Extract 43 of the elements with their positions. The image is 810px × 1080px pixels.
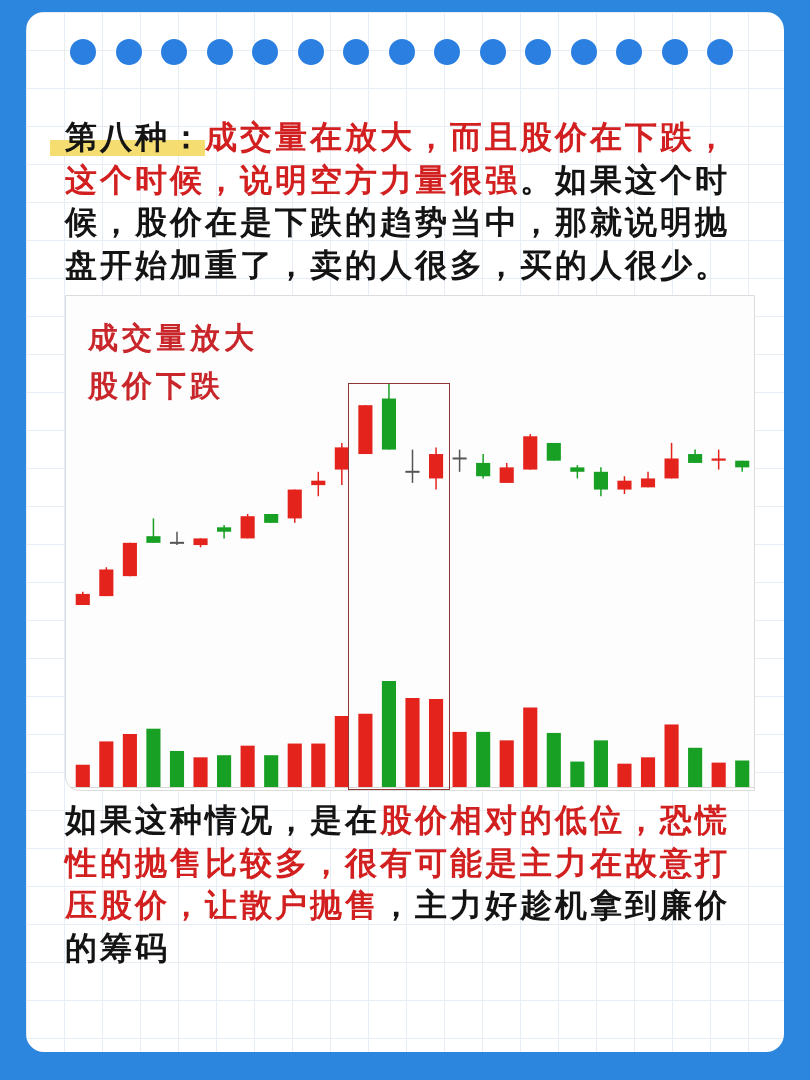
candlestick	[476, 453, 491, 480]
candlestick	[405, 448, 420, 484]
bar	[546, 732, 561, 787]
candlestick	[452, 448, 467, 473]
bar	[476, 731, 491, 787]
bar	[735, 760, 750, 787]
bar	[381, 681, 397, 787]
candlestick	[593, 466, 608, 497]
candlestick	[499, 462, 514, 484]
bar	[193, 757, 208, 787]
bar	[405, 697, 420, 787]
candlestick	[334, 442, 349, 486]
bar	[99, 741, 114, 787]
candlestick	[146, 517, 161, 544]
bar	[264, 755, 279, 787]
bar	[593, 740, 608, 787]
chart-subtitle: 股价下跌	[88, 368, 224, 404]
bar	[311, 743, 326, 787]
bar	[169, 750, 185, 787]
candlestick	[240, 513, 255, 540]
bar	[217, 755, 232, 787]
chart-title: 成交量放大	[88, 320, 258, 356]
candlestick	[169, 530, 185, 546]
bar	[452, 731, 467, 787]
candlestick	[664, 442, 679, 480]
bar	[358, 713, 373, 787]
bar	[499, 740, 514, 787]
candlestick	[711, 448, 726, 471]
bar	[711, 762, 726, 787]
bar	[146, 728, 161, 787]
bar	[664, 724, 679, 787]
bar	[240, 745, 255, 787]
bar	[287, 743, 302, 787]
bar	[75, 764, 90, 787]
bar	[617, 763, 632, 787]
bar	[523, 707, 538, 787]
bar	[570, 761, 585, 787]
text: 如果这种情况，是在股价相对的低位，恐慌性的抛售比较多，很有可能是主力在故意打压股价，让散户抛售，主力好趁机拿到廉价的筹码	[65, 801, 730, 967]
bar	[122, 734, 137, 787]
bar	[428, 699, 444, 787]
bar	[640, 757, 656, 787]
bar	[688, 747, 703, 787]
bar	[334, 715, 349, 787]
